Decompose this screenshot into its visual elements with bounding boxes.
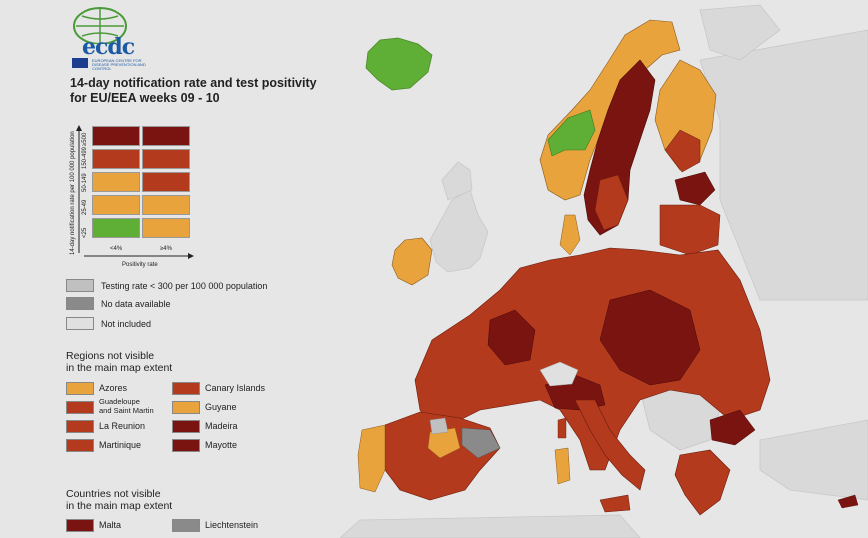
map-title-line1: 14-day notification rate and test positi… xyxy=(70,76,317,90)
matrix-x-axis-title: Positivity rate xyxy=(122,262,158,268)
legend-matrix: ≥500 150-499 50-149 25-49 <25 <4% ≥4% xyxy=(82,126,190,252)
countries-title: Countries not visible in the main map ex… xyxy=(66,488,172,512)
switzerland-region xyxy=(539,361,579,387)
matrix-cell xyxy=(142,172,190,192)
france-east-dark-region xyxy=(487,309,536,366)
matrix-cell xyxy=(92,195,140,215)
region-swatch xyxy=(66,401,94,414)
region-label: Guadeloupe and Saint Martin xyxy=(99,397,154,415)
x-axis-arrow-icon xyxy=(84,253,194,259)
matrix-col-label: <4% xyxy=(110,246,123,252)
cyprus-region xyxy=(837,494,859,509)
italy-region xyxy=(574,399,646,491)
iceland-region xyxy=(365,37,433,91)
latvia-lithuania-region xyxy=(659,204,721,256)
ireland-region xyxy=(391,237,433,286)
country-swatch xyxy=(172,519,200,532)
region-swatch xyxy=(66,439,94,452)
eu-flag-icon xyxy=(72,58,88,68)
region-label: Madeira xyxy=(205,421,238,431)
corsica-region xyxy=(557,417,567,439)
russia-landmass xyxy=(699,29,868,301)
scotland-landmass xyxy=(441,161,473,201)
region-swatch xyxy=(172,382,200,395)
matrix-cell xyxy=(142,195,190,215)
map-title-line2: for EU/EEA weeks 09 - 10 xyxy=(70,91,220,105)
regions-title-line2: in the main map extent xyxy=(66,362,173,374)
catalonia-grey-region xyxy=(461,427,501,459)
countries-title-line1: Countries not visible xyxy=(66,488,161,500)
not-included-swatch xyxy=(66,317,94,330)
matrix-col-label: ≥4% xyxy=(160,246,172,252)
spain-grey-patch xyxy=(429,417,449,435)
region-label: La Reunion xyxy=(99,421,146,431)
spain-orange-patch xyxy=(427,427,461,459)
central-dark-region xyxy=(599,289,701,386)
country-label: Liechtenstein xyxy=(205,520,259,530)
region-label: Azores xyxy=(99,383,128,393)
sweden-south xyxy=(594,174,629,231)
no-data-label: No data available xyxy=(101,299,171,309)
bulgaria-dark-region xyxy=(709,409,756,446)
region-swatch xyxy=(172,401,200,414)
y-axis-arrow-icon xyxy=(76,125,82,253)
country-swatch xyxy=(66,519,94,532)
finland-region xyxy=(654,59,717,171)
finland-south xyxy=(664,129,701,173)
ecdc-logo: ecdc EUROPEAN CENTRE FOR DISEASE PREVENT… xyxy=(64,4,164,71)
region-label: Canary Islands xyxy=(205,383,266,393)
continental-europe-region xyxy=(414,247,771,471)
no-data-swatch xyxy=(66,297,94,310)
matrix-cell xyxy=(92,218,140,238)
regions-title-line1: Regions not visible xyxy=(66,350,155,362)
portugal-region xyxy=(357,424,386,493)
region-label: Mayotte xyxy=(205,440,238,450)
norway-green-patch xyxy=(547,109,596,157)
north-africa-landmass xyxy=(339,514,641,538)
region-swatch xyxy=(66,382,94,395)
matrix-cell xyxy=(142,126,190,146)
not-included-label: Not included xyxy=(101,319,152,329)
estonia-region xyxy=(674,171,716,206)
regions-title: Regions not visible in the main map exte… xyxy=(66,350,172,374)
testing-rate-label: Testing rate < 300 per 100 000 populatio… xyxy=(101,281,268,291)
country-label: Malta xyxy=(99,520,122,530)
region-swatch xyxy=(172,420,200,433)
testing-rate-swatch xyxy=(66,279,94,292)
greece-region xyxy=(674,449,731,516)
sicily-region xyxy=(599,494,631,513)
matrix-cell xyxy=(142,218,190,238)
sardinia-region xyxy=(554,447,571,485)
uk-landmass xyxy=(429,189,489,273)
matrix-cell xyxy=(92,172,140,192)
region-swatch xyxy=(172,439,200,452)
region-swatch xyxy=(66,420,94,433)
matrix-cell xyxy=(92,149,140,169)
matrix-cell xyxy=(92,126,140,146)
region-label: Martinique xyxy=(99,440,142,450)
region-label: Guyane xyxy=(205,402,237,412)
map-title: 14-day notification rate and test positi… xyxy=(70,76,350,106)
logo-subtext: EUROPEAN CENTRE FOR DISEASE PREVENTION A… xyxy=(92,58,146,71)
globe-icon xyxy=(73,7,127,44)
countries-title-line2: in the main map extent xyxy=(66,500,173,512)
denmark-region xyxy=(559,214,581,256)
turkey-landmass xyxy=(759,419,868,501)
matrix-cell xyxy=(142,149,190,169)
logo-text: ecdc xyxy=(82,34,135,60)
norway-top-nonincluded xyxy=(699,4,781,61)
